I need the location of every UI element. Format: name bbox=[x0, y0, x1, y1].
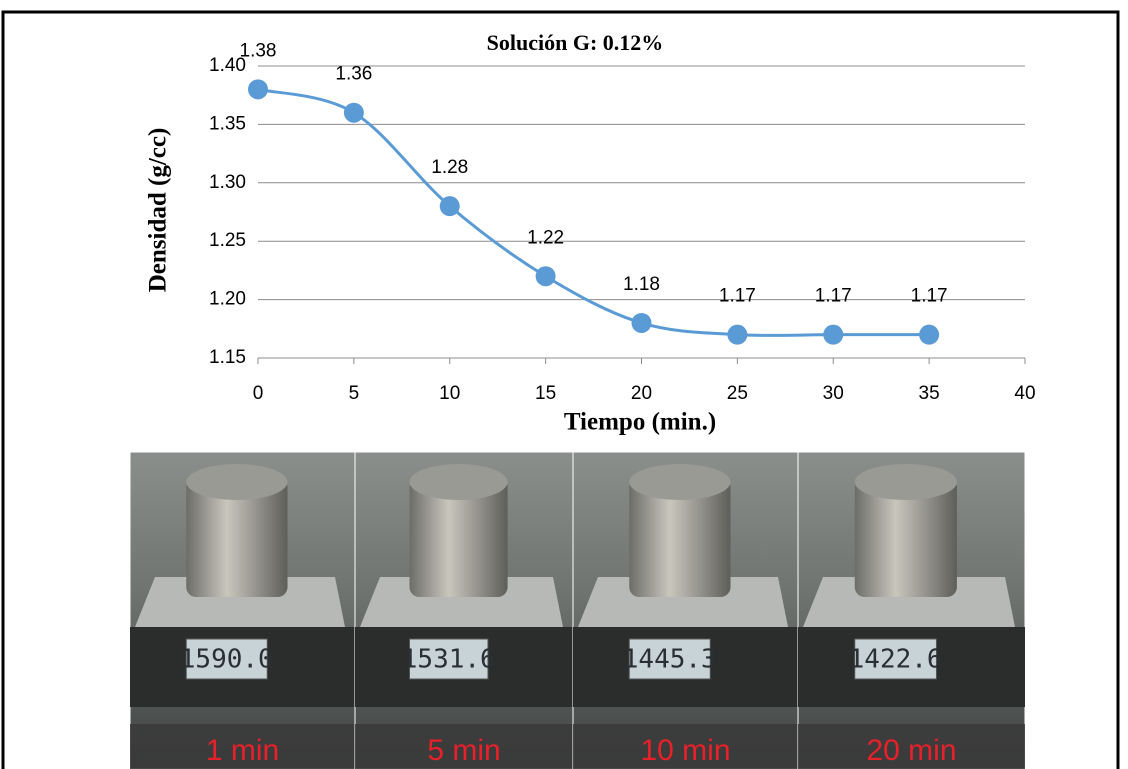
cup-top bbox=[186, 464, 287, 500]
chart-title: Solución G: 0.12% bbox=[487, 30, 664, 55]
marker bbox=[823, 325, 843, 345]
x-tick-label: 15 bbox=[535, 383, 556, 404]
marker bbox=[727, 325, 747, 345]
y-tick-label: 1.35 bbox=[209, 113, 246, 134]
y-axis-label: Densidad (g/cc) bbox=[145, 128, 172, 293]
y-tick-label: 1.30 bbox=[209, 172, 246, 193]
display-reading: 1531.6 bbox=[402, 645, 496, 675]
data-label: 1.22 bbox=[527, 227, 564, 248]
y-tick-label: 1.25 bbox=[209, 230, 246, 251]
photo: 1531.6 5 min bbox=[355, 452, 573, 769]
data-label: 1.17 bbox=[911, 286, 948, 307]
photo-caption: 20 min bbox=[866, 734, 956, 767]
x-tick-label: 25 bbox=[727, 383, 748, 404]
page: {"chart_data": {"type": "line", "title":… bbox=[0, 0, 1128, 769]
data-label: 1.28 bbox=[431, 157, 468, 178]
marker bbox=[536, 266, 556, 286]
marker bbox=[440, 196, 460, 216]
y-tick-label: 1.15 bbox=[209, 347, 246, 368]
x-tick-label: 30 bbox=[823, 383, 844, 404]
data-label: 1.17 bbox=[815, 286, 852, 307]
x-tick-label: 5 bbox=[349, 383, 360, 404]
photo-caption: 5 min bbox=[427, 734, 500, 767]
x-tick-label: 35 bbox=[919, 383, 940, 404]
photo-caption: 10 min bbox=[640, 734, 730, 767]
data-label: 1.17 bbox=[719, 286, 756, 307]
marker bbox=[632, 313, 652, 333]
y-tick-label: 1.20 bbox=[209, 289, 246, 310]
photo: 1590.0 1 min bbox=[130, 452, 355, 769]
x-tick-label: 40 bbox=[1014, 383, 1035, 404]
x-axis-label: Tiempo (min.) bbox=[564, 409, 716, 436]
photo: 1445.3 10 min bbox=[573, 452, 798, 769]
data-label: 1.38 bbox=[240, 40, 277, 61]
display-reading: 1445.3 bbox=[623, 645, 717, 675]
marker bbox=[919, 325, 939, 345]
marker bbox=[344, 103, 364, 123]
display-reading: 1422.6 bbox=[849, 645, 943, 675]
display-reading: 1590.0 bbox=[180, 645, 274, 675]
photo: 1422.6 20 min bbox=[798, 452, 1025, 769]
data-label: 1.18 bbox=[623, 274, 660, 295]
x-tick-label: 20 bbox=[631, 383, 652, 404]
cup-top bbox=[410, 464, 508, 500]
figure: Solución G: 0.12% Tiempo (min.) Densidad… bbox=[0, 0, 1128, 769]
marker bbox=[248, 79, 268, 99]
photo-caption: 1 min bbox=[206, 734, 279, 767]
x-tick-label: 10 bbox=[439, 383, 460, 404]
cup-top bbox=[629, 464, 730, 500]
data-label: 1.36 bbox=[335, 64, 372, 85]
x-tick-label: 0 bbox=[253, 383, 264, 404]
cup-top bbox=[855, 464, 957, 500]
